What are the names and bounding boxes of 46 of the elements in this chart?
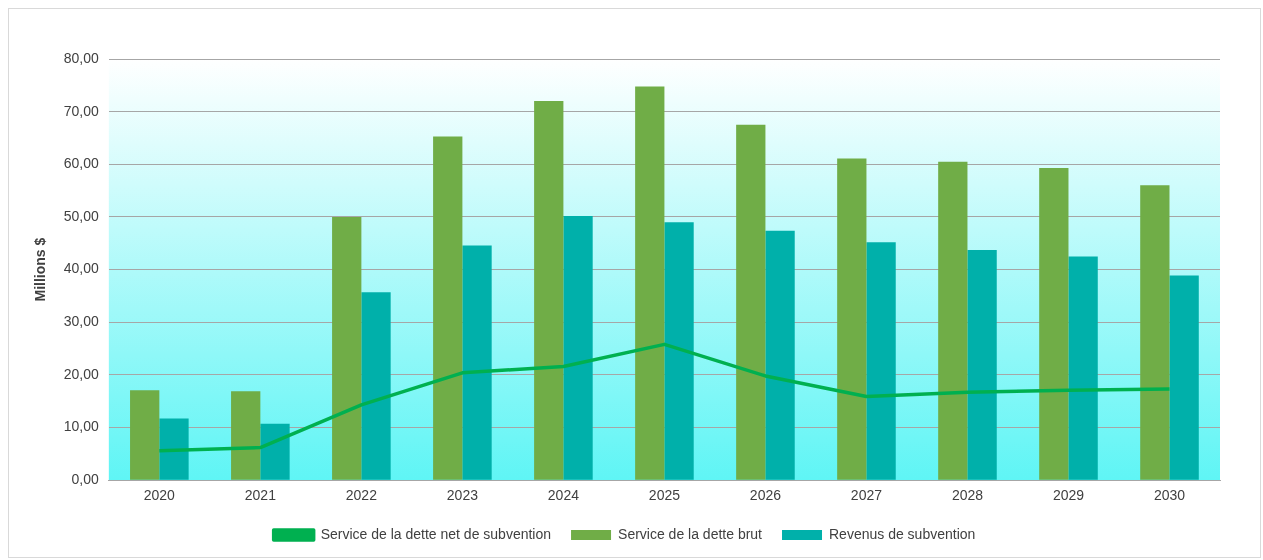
y-tick-label: 80,00	[63, 49, 100, 66]
bar	[130, 390, 160, 480]
bar	[938, 161, 968, 480]
y-tick-label: 40,00	[63, 260, 100, 277]
bar	[866, 242, 896, 480]
x-tick-label: 2028	[951, 487, 984, 504]
bar	[231, 391, 261, 480]
bar	[260, 423, 290, 480]
y-axis-title: Millions $	[32, 237, 49, 302]
bar	[563, 215, 593, 480]
x-tick-label: 2029	[1052, 487, 1085, 504]
x-tick-label: 2025	[648, 487, 681, 504]
bar	[361, 292, 391, 480]
bar	[765, 230, 795, 480]
x-tick-label: 2020	[143, 487, 176, 504]
x-tick-label: 2026	[749, 487, 782, 504]
x-tick-label: 2027	[850, 487, 883, 504]
bar	[1068, 256, 1098, 480]
y-tick-label: 20,00	[63, 365, 100, 382]
y-tick-label: 70,00	[63, 102, 100, 119]
bar	[967, 250, 997, 480]
bar	[837, 158, 867, 480]
bar	[736, 124, 766, 480]
bar	[635, 86, 665, 480]
legend-label: Service de la dette brut	[618, 525, 763, 542]
y-tick-label: 30,00	[63, 313, 100, 330]
legend-label: Revenus de subvention	[829, 525, 976, 542]
bar	[1039, 167, 1069, 480]
y-tick-label: 10,00	[63, 418, 100, 435]
x-tick-label: 2030	[1153, 487, 1186, 504]
bar	[1169, 275, 1199, 480]
bar	[534, 101, 564, 480]
x-tick-label: 2024	[547, 487, 580, 504]
bar	[462, 245, 492, 480]
legend-label: Service de la dette net de subvention	[320, 525, 552, 542]
x-tick-label: 2021	[244, 487, 277, 504]
bar	[332, 216, 362, 480]
bar	[1140, 185, 1170, 480]
y-tick-label: 0,00	[71, 471, 100, 488]
y-tick-label: 50,00	[63, 207, 100, 224]
bar	[159, 418, 189, 480]
x-tick-label: 2023	[446, 487, 479, 504]
y-tick-label: 60,00	[63, 155, 100, 172]
bar	[433, 136, 463, 480]
bar	[664, 222, 694, 480]
x-tick-label: 2022	[345, 487, 378, 504]
